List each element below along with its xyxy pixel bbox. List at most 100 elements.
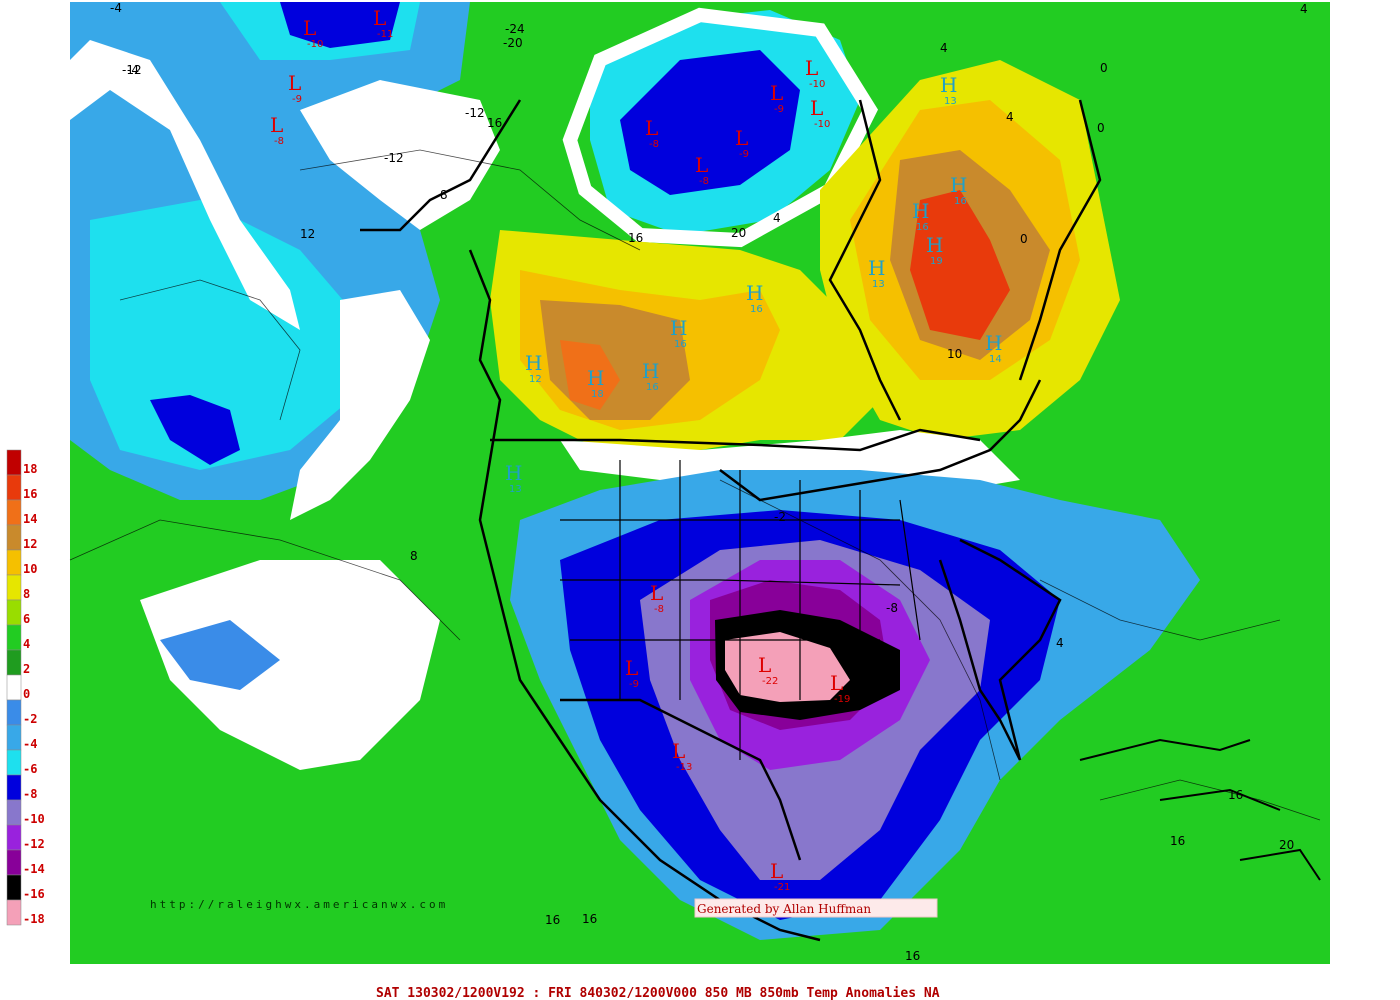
legend-swatch — [6, 774, 22, 801]
contour-label: 12 — [300, 227, 315, 241]
legend-label: -14 — [23, 862, 45, 876]
low-marker-value: -8 — [654, 604, 664, 615]
legend-label: 18 — [23, 462, 37, 476]
contour-lines — [69, 149, 1321, 821]
low-marker-letter: L — [810, 96, 823, 120]
high-marker-letter: H — [868, 256, 885, 280]
contour-label: -2 — [774, 510, 786, 524]
low-marker-letter: L — [770, 81, 783, 105]
pacific-neutral-band-2 — [290, 290, 430, 520]
low-marker-value: -11 — [377, 29, 393, 40]
low-pressure-center: L-9 — [770, 81, 784, 115]
contour-label: 8 — [440, 188, 448, 202]
high-pressure-center: H16 — [950, 173, 967, 207]
low-marker-letter: L — [270, 113, 283, 137]
legend-label: 4 — [23, 637, 30, 651]
high-marker-value: 13 — [872, 279, 885, 290]
high-marker-value: 16 — [954, 196, 967, 207]
low-pressure-center: L-10 — [303, 16, 323, 50]
contour-label: -4 — [127, 63, 139, 77]
high-marker-letter: H — [670, 316, 687, 340]
low-pressure-center: L-9 — [288, 71, 302, 105]
low-marker-letter: L — [735, 126, 748, 150]
legend-swatch — [6, 899, 22, 926]
low-marker-value: -9 — [629, 679, 639, 690]
low-marker-value: -13 — [676, 762, 692, 773]
legend-swatch — [6, 799, 22, 826]
high-marker-value: 16 — [750, 304, 763, 315]
high-marker-value: 13 — [509, 484, 522, 495]
legend-swatch — [6, 549, 22, 576]
low-marker-value: -9 — [739, 149, 749, 160]
high-pressure-center: H18 — [587, 366, 604, 400]
legend-swatch — [6, 824, 22, 851]
high-pressure-center: H14 — [985, 331, 1002, 365]
low-marker-value: -9 — [774, 104, 784, 115]
low-pressure-center: L-8 — [650, 581, 664, 615]
pacific-neutral-band — [70, 40, 300, 330]
low-marker-value: -8 — [699, 176, 709, 187]
low-marker-value: -10 — [809, 79, 825, 90]
legend-label: -6 — [23, 762, 37, 776]
legend-swatch — [6, 724, 22, 751]
contour-label: 4 — [1056, 636, 1064, 650]
low-pressure-center: L-10 — [805, 56, 825, 90]
low-marker-value: -9 — [292, 94, 302, 105]
high-marker-value: 19 — [930, 256, 943, 267]
legend-swatch — [6, 749, 22, 776]
low-marker-value: -19 — [834, 694, 850, 705]
high-pressure-center: H13 — [940, 73, 957, 107]
low-marker-letter: L — [770, 859, 783, 883]
legend-swatch — [6, 874, 22, 901]
legend-label: 8 — [23, 587, 30, 601]
high-pressure-center: H13 — [868, 256, 885, 290]
low-marker-value: -10 — [307, 39, 323, 50]
high-marker-letter: H — [926, 233, 943, 257]
pacific-cold-core — [150, 395, 240, 465]
contour-label: 0 — [1020, 232, 1028, 246]
contour-label: -20 — [503, 36, 523, 50]
caribbean-islands — [1079, 738, 1321, 881]
legend-swatch — [6, 449, 22, 476]
legend-swatch — [6, 574, 22, 601]
high-marker-letter: H — [642, 359, 659, 383]
legend-swatch — [6, 624, 22, 651]
low-marker-value: -8 — [649, 139, 659, 150]
contour-label: 0 — [1100, 61, 1108, 75]
contour-label: 4 — [940, 41, 948, 55]
legend-label: -2 — [23, 712, 37, 726]
contour-label: 16 — [545, 913, 560, 927]
high-marker-value: 12 — [529, 374, 542, 385]
contour-label: -12 — [384, 151, 404, 165]
low-marker-letter: L — [672, 739, 685, 763]
contour-label: -4 — [110, 1, 122, 15]
low-pressure-center: L-11 — [373, 6, 393, 40]
legend-label: -8 — [23, 787, 37, 801]
low-marker-letter: L — [625, 656, 638, 680]
high-marker-letter: H — [912, 199, 929, 223]
low-marker-letter: L — [645, 116, 658, 140]
low-marker-value: -21 — [774, 882, 790, 893]
high-marker-value: 18 — [591, 389, 604, 400]
high-marker-letter: H — [985, 331, 1002, 355]
pressure-centers: L-10L-11L-9L-8L-8 L-9L-8L-10L-9 L-10L-22 L-… — [270, 6, 1002, 893]
credit-url: http://raleighwx.americanwx.com — [150, 898, 448, 911]
contour-label: 4 — [1006, 110, 1014, 124]
low-pressure-center: L-22 — [758, 653, 778, 687]
low-marker-letter: L — [695, 153, 708, 177]
contour-label: 16 — [487, 116, 502, 130]
high-marker-letter: H — [940, 73, 957, 97]
low-marker-value: -22 — [762, 676, 778, 687]
contour-value-labels: -4-1212-24-20-1216-1216204880-2-84816161… — [110, 1, 1308, 963]
low-pressure-center: L-8 — [695, 153, 709, 187]
low-marker-letter: L — [805, 56, 818, 80]
contour-label: -8 — [886, 601, 898, 615]
high-pressure-center: H19 — [926, 233, 943, 267]
high-pressure-center: H16 — [912, 199, 929, 233]
low-marker-letter: L — [288, 71, 301, 95]
contour-label: 16 — [582, 912, 597, 926]
legend-swatch — [6, 499, 22, 526]
high-marker-letter: H — [746, 281, 763, 305]
low-pressure-center: L-8 — [270, 113, 284, 147]
high-marker-letter: H — [950, 173, 967, 197]
